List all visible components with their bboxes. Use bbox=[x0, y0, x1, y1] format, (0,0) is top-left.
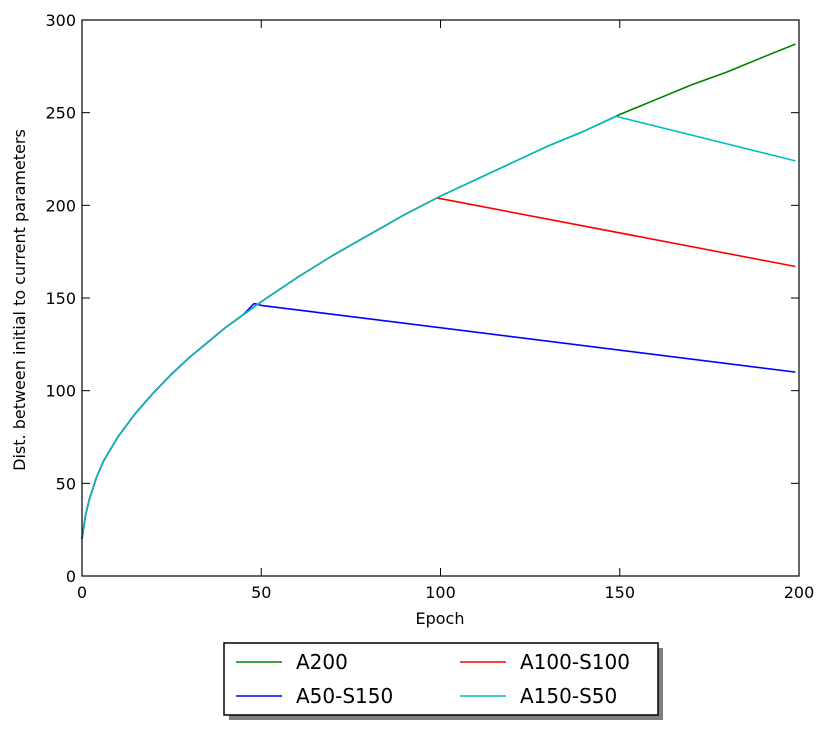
y-tick-label: 0 bbox=[66, 567, 76, 586]
x-tick-label: 0 bbox=[77, 583, 87, 602]
y-tick-label: 250 bbox=[45, 104, 76, 123]
series-line-a200 bbox=[81, 43, 796, 540]
series-line-a50-s150 bbox=[81, 302, 796, 540]
y-tick-label: 50 bbox=[56, 474, 76, 493]
legend-label-a50-s150: A50-S150 bbox=[296, 684, 393, 708]
x-axis-label: Epoch bbox=[416, 609, 465, 628]
plot-frame bbox=[81, 19, 800, 577]
series-line-a100-s100 bbox=[81, 197, 796, 540]
legend-label-a200: A200 bbox=[296, 650, 348, 674]
y-axis-label: Dist. between initial to current paramet… bbox=[10, 129, 29, 471]
x-tick-label: 150 bbox=[604, 583, 635, 602]
y-tick-label: 150 bbox=[45, 289, 76, 308]
legend-label-a100-s100: A100-S100 bbox=[520, 650, 630, 674]
y-tick-label: 300 bbox=[45, 11, 76, 30]
x-tick-label: 50 bbox=[251, 583, 271, 602]
legend-items: A200 A50-S150 A100-S100 A150-S50 bbox=[236, 650, 630, 708]
ticks-layer: 0 50 100 150 200 0 50 100 150 200 250 300 bbox=[45, 11, 814, 602]
series-line-a150-s50 bbox=[81, 115, 796, 540]
legend: A200 A50-S150 A100-S100 A150-S50 bbox=[223, 642, 663, 720]
x-tick-label: 200 bbox=[784, 583, 815, 602]
y-tick-label: 200 bbox=[45, 196, 76, 215]
legend-label-a150-s50: A150-S50 bbox=[520, 684, 617, 708]
series-layer bbox=[81, 43, 796, 540]
y-tick-label: 100 bbox=[45, 382, 76, 401]
x-tick-label: 100 bbox=[425, 583, 456, 602]
legend-box bbox=[223, 642, 659, 716]
